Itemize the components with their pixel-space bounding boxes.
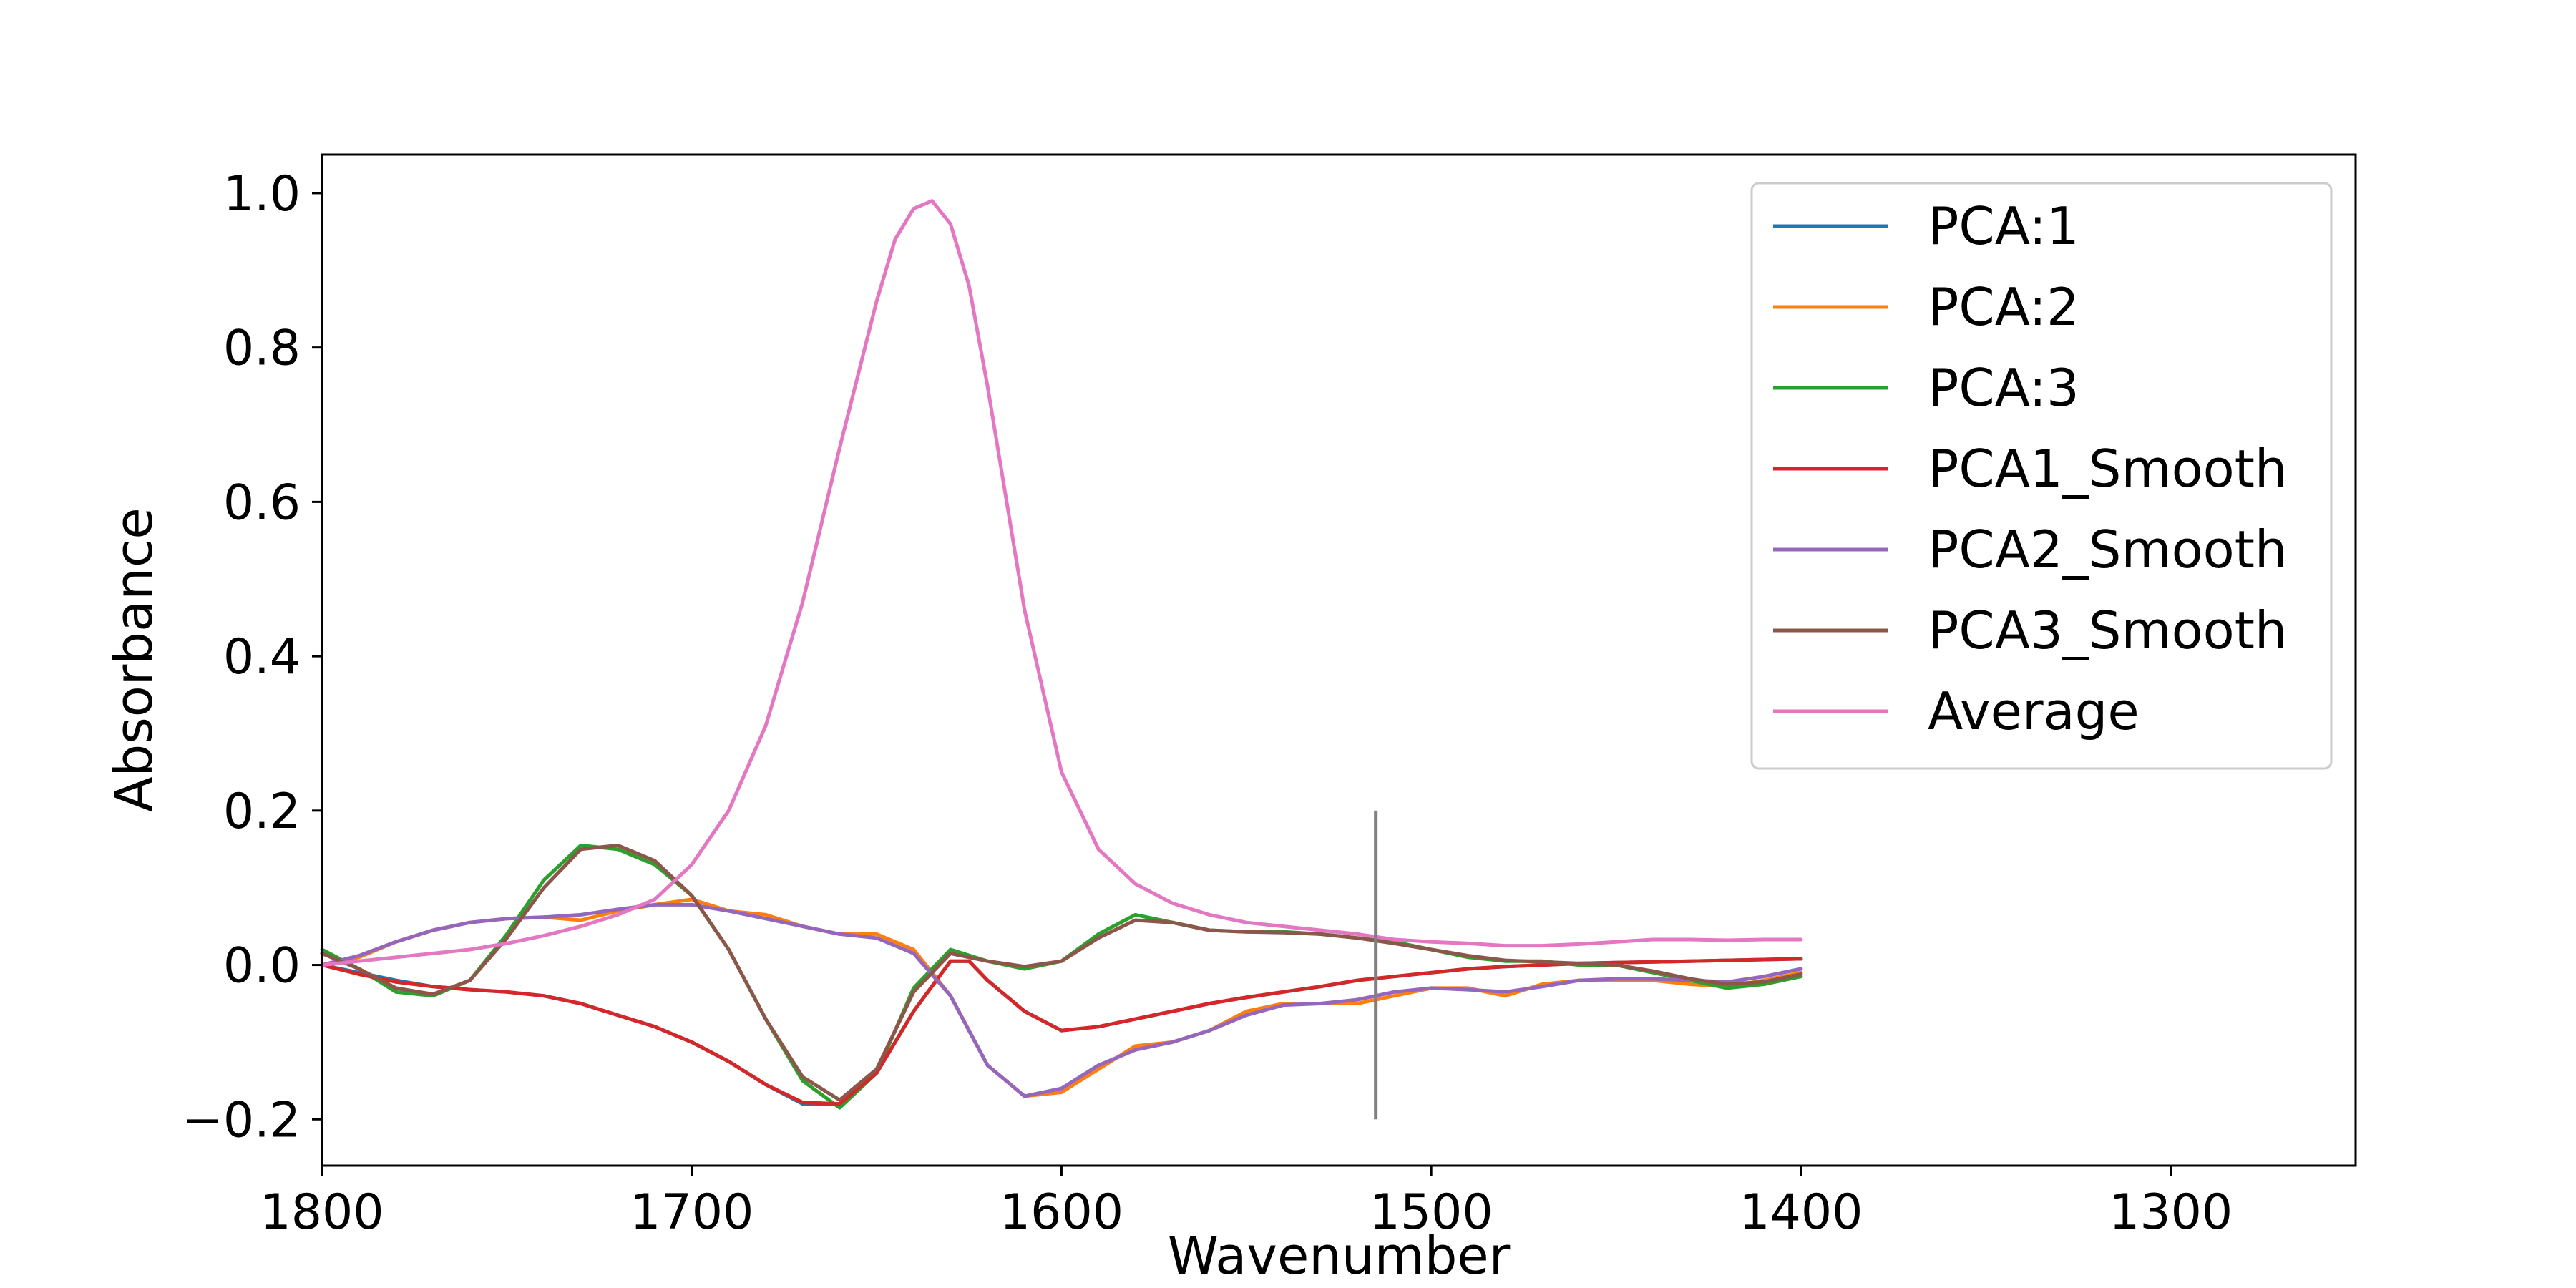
x-axis-title: Wavenumber [1168, 1226, 1511, 1286]
y-tick-label: −0.2 [182, 1092, 301, 1148]
y-tick-label: 0.0 [223, 938, 301, 995]
y-axis: −0.2 0.0 0.2 0.4 0.6 0.8 1.0 [182, 166, 322, 1148]
series-line-pca2-smooth [320, 902, 1803, 1098]
y-tick-label: 1.0 [223, 166, 301, 223]
x-tick-label: 1500 [1370, 1184, 1493, 1241]
x-tick-label: 1800 [260, 1184, 384, 1241]
series-line-average [320, 199, 1803, 967]
y-tick-label: 0.2 [223, 784, 301, 840]
x-tick-label: 1600 [1000, 1184, 1123, 1241]
legend-label-pca-2: PCA:2 [1928, 277, 2079, 337]
y-axis-title: Absorbance [104, 507, 164, 811]
plot-frame [321, 153, 2357, 1167]
legend-label-average: Average [1928, 681, 2140, 741]
legend-label-pca-1: PCA:1 [1928, 196, 2079, 256]
legend-label-pca-3: PCA:3 [1928, 358, 2079, 418]
y-tick-label: 0.4 [223, 629, 301, 686]
legend-frame [1750, 182, 2333, 770]
series-layer [320, 199, 1803, 1110]
series-line-pca1-smooth [320, 957, 1803, 1106]
y-tick-label: 0.6 [223, 474, 301, 531]
legend-label-pca2-smooth: PCA2_Smooth [1928, 519, 2288, 580]
x-tick-label: 1400 [1739, 1184, 1863, 1241]
x-tick-label: 1700 [630, 1184, 753, 1241]
x-axis: 1800 1700 1600 1500 1400 1300 [260, 1166, 2233, 1241]
y-tick-label: 0.8 [223, 321, 301, 377]
series-line-pca3-smooth [320, 843, 1803, 1102]
x-tick-label: 1300 [2109, 1184, 2233, 1241]
legend-label-pca3-smooth: PCA3_Smooth [1928, 600, 2288, 660]
legend: PCA:1 PCA:2 PCA:3 PCA1_Smooth PCA2_Smooth PCA… [1750, 182, 2333, 770]
legend-label-pca1-smooth: PCA1_Smooth [1928, 439, 2288, 499]
